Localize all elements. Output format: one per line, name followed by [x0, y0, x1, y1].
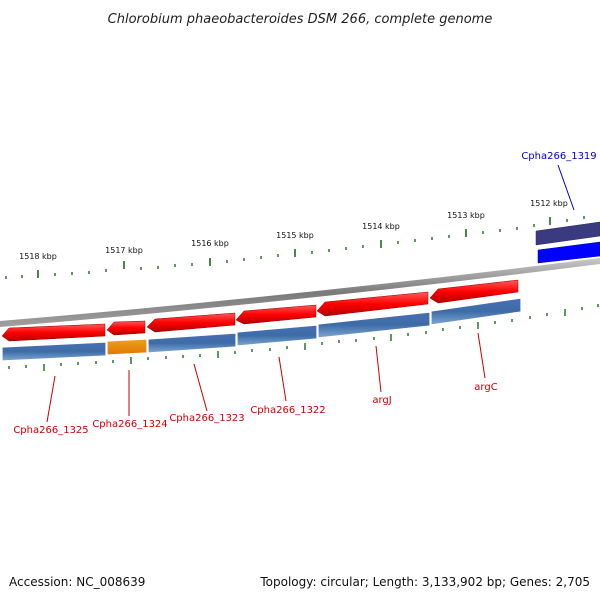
gene-cpha266-1325[interactable] [1, 323, 106, 342]
gene-label-argj[interactable]: argJ [372, 395, 391, 406]
cds-band-1324[interactable] [106, 338, 148, 356]
gene-cpha266-1323[interactable] [146, 312, 236, 333]
reverse-strand-genes [1, 279, 519, 342]
scale-label: 1517 kbp [105, 246, 143, 255]
outer-scale-ticks [5, 216, 585, 279]
gene-forward-blue[interactable] [537, 241, 600, 264]
cds-band-argc[interactable] [430, 297, 522, 326]
gene-cpha266-1319[interactable] [535, 221, 600, 246]
gene-argj[interactable] [316, 291, 429, 317]
genome-backbone [0, 258, 600, 327]
cds-band-argj[interactable] [317, 311, 431, 339]
gene-label-argc[interactable]: argC [474, 382, 497, 393]
leader-lines [46, 164, 575, 423]
scale-labels: 1518 kbp 1517 kbp 1516 kbp 1515 kbp 1514… [19, 199, 568, 261]
gene-label-cpha266-1319[interactable]: Cpha266_1319 [521, 151, 596, 162]
accession-text: Accession: NC_008639 [9, 575, 145, 589]
cds-band-1325[interactable] [1, 341, 107, 362]
scale-label: 1512 kbp [530, 199, 568, 208]
scale-label: 1518 kbp [19, 252, 57, 261]
scale-label: 1513 kbp [447, 211, 485, 220]
map-title: Chlorobium phaeobacteroides DSM 266, com… [108, 12, 493, 27]
gene-label-cpha266-1325[interactable]: Cpha266_1325 [13, 425, 88, 436]
gene-cpha266-1324[interactable] [106, 320, 146, 336]
scale-label: 1514 kbp [362, 222, 400, 231]
scale-label: 1515 kbp [276, 231, 314, 240]
gene-cpha266-1322[interactable] [235, 304, 317, 325]
cds-bands [1, 297, 522, 362]
gene-argc[interactable] [429, 279, 519, 304]
genome-summary-text: Topology: circular; Length: 3,133,902 bp… [259, 575, 590, 589]
forward-strand-genes [535, 221, 600, 264]
cds-band-1322[interactable] [236, 324, 318, 347]
gene-label-cpha266-1322[interactable]: Cpha266_1322 [250, 405, 325, 416]
scale-label: 1516 kbp [191, 239, 229, 248]
gene-label-cpha266-1323[interactable]: Cpha266_1323 [169, 413, 244, 424]
inner-scale-ticks [8, 304, 599, 371]
gene-labels: Cpha266_1319 Cpha266_1325 Cpha266_1324 C… [13, 151, 596, 436]
gene-label-cpha266-1324[interactable]: Cpha266_1324 [92, 419, 167, 430]
cds-band-1323[interactable] [147, 332, 237, 354]
